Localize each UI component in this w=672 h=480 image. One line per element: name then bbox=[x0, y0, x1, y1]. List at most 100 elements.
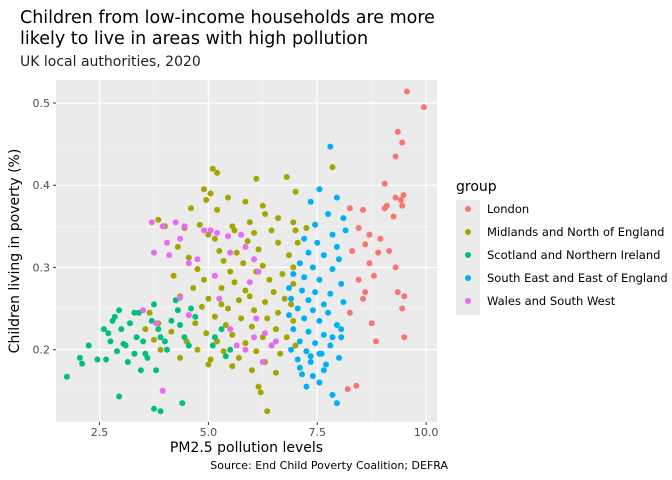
point-south-east-and-east-of-england bbox=[301, 274, 308, 281]
point-south-east-and-east-of-england bbox=[320, 301, 327, 308]
point-midlands-and-north-of-england bbox=[235, 297, 242, 304]
point-midlands-and-north-of-england bbox=[205, 361, 212, 368]
point-south-east-and-east-of-england bbox=[325, 211, 332, 217]
point-london bbox=[366, 260, 373, 267]
point-scotland-and-northern-ireland bbox=[164, 346, 170, 353]
point-midlands-and-north-of-england bbox=[155, 216, 162, 223]
point-midlands-and-north-of-england bbox=[253, 348, 260, 355]
point-midlands-and-north-of-england bbox=[238, 315, 245, 322]
point-south-east-and-east-of-england bbox=[312, 340, 319, 347]
point-south-east-and-east-of-england bbox=[316, 186, 323, 193]
major-gridlines bbox=[56, 80, 437, 422]
point-midlands-and-north-of-england bbox=[242, 287, 249, 294]
point-midlands-and-north-of-england bbox=[242, 198, 249, 205]
point-london bbox=[390, 213, 397, 220]
point-wales-and-south-west bbox=[207, 227, 214, 234]
point-london bbox=[401, 293, 408, 300]
legend-key-south-east-and-east-of-england bbox=[465, 275, 471, 281]
point-south-east-and-east-of-england bbox=[333, 243, 340, 250]
point-midlands-and-north-of-england bbox=[205, 295, 212, 302]
point-london bbox=[399, 139, 406, 146]
point-scotland-and-northern-ireland bbox=[177, 322, 184, 328]
point-midlands-and-north-of-england bbox=[203, 197, 210, 203]
point-midlands-and-north-of-england bbox=[225, 305, 231, 312]
y-tick-label: 0.4 bbox=[33, 179, 51, 192]
point-scotland-and-northern-ireland bbox=[103, 356, 110, 363]
point-midlands-and-north-of-england bbox=[248, 367, 255, 374]
point-wales-and-south-west bbox=[255, 268, 262, 275]
point-midlands-and-north-of-england bbox=[255, 383, 262, 390]
point-south-east-and-east-of-england bbox=[336, 256, 342, 263]
point-wales-and-south-west bbox=[185, 312, 192, 319]
point-wales-and-south-west bbox=[148, 219, 155, 226]
point-south-east-and-east-of-england bbox=[305, 249, 312, 256]
legend-key-midlands-and-north-of-england bbox=[465, 229, 471, 235]
point-london bbox=[355, 276, 362, 283]
point-south-east-and-east-of-england bbox=[303, 383, 310, 390]
point-wales-and-south-west bbox=[259, 359, 266, 365]
point-scotland-and-northern-ireland bbox=[144, 354, 151, 361]
legend-label-midlands-and-north-of-england: Midlands and North of England bbox=[487, 225, 664, 239]
point-south-east-and-east-of-england bbox=[309, 264, 316, 271]
point-midlands-and-north-of-england bbox=[190, 285, 197, 291]
point-midlands-and-north-of-england bbox=[201, 186, 207, 193]
y-axis: 0.2 0.3 0.4 0.5 bbox=[33, 97, 56, 357]
y-tick-label: 0.5 bbox=[33, 97, 51, 110]
point-midlands-and-north-of-england bbox=[275, 215, 282, 222]
point-london bbox=[381, 205, 388, 212]
point-scotland-and-northern-ireland bbox=[107, 338, 114, 345]
point-scotland-and-northern-ireland bbox=[168, 317, 175, 324]
point-midlands-and-north-of-england bbox=[157, 346, 164, 353]
chart-title: Children from low-income households are … bbox=[20, 8, 435, 49]
point-wales-and-south-west bbox=[272, 338, 279, 345]
point-scotland-and-northern-ireland bbox=[151, 405, 157, 412]
point-midlands-and-north-of-england bbox=[214, 206, 221, 213]
point-south-east-and-east-of-england bbox=[325, 309, 332, 316]
point-london bbox=[392, 194, 399, 201]
point-london bbox=[346, 309, 353, 316]
point-midlands-and-north-of-england bbox=[272, 326, 279, 333]
point-south-east-and-east-of-england bbox=[327, 290, 334, 297]
x-axis-title: PM2.5 pollution levels bbox=[170, 440, 323, 456]
point-south-east-and-east-of-england bbox=[301, 315, 308, 322]
point-london bbox=[377, 235, 384, 242]
point-south-east-and-east-of-england bbox=[294, 305, 301, 312]
point-south-east-and-east-of-england bbox=[288, 346, 295, 353]
point-london bbox=[370, 272, 377, 279]
point-midlands-and-north-of-england bbox=[177, 354, 184, 361]
point-midlands-and-north-of-england bbox=[222, 322, 229, 328]
point-wales-and-south-west bbox=[242, 346, 249, 353]
point-south-east-and-east-of-england bbox=[296, 260, 303, 267]
point-midlands-and-north-of-england bbox=[264, 408, 271, 415]
legend-label-south-east-and-east-of-england: South East and East of England bbox=[487, 271, 668, 285]
point-midlands-and-north-of-england bbox=[246, 293, 253, 300]
point-midlands-and-north-of-england bbox=[281, 295, 288, 302]
point-south-east-and-east-of-england bbox=[342, 227, 349, 234]
point-scotland-and-northern-ireland bbox=[100, 326, 107, 333]
point-london bbox=[394, 128, 401, 135]
point-south-east-and-east-of-england bbox=[338, 334, 345, 341]
point-midlands-and-north-of-england bbox=[168, 328, 175, 335]
point-london bbox=[399, 305, 406, 312]
plot-panel bbox=[56, 80, 437, 422]
point-wales-and-south-west bbox=[225, 233, 231, 240]
point-south-east-and-east-of-england bbox=[296, 338, 303, 345]
chart-title-line-1: Children from low-income households are … bbox=[20, 8, 435, 28]
point-scotland-and-northern-ireland bbox=[161, 338, 168, 345]
point-south-east-and-east-of-england bbox=[316, 276, 323, 283]
point-midlands-and-north-of-england bbox=[262, 211, 268, 217]
legend-label-scotland-and-northern-ireland: Scotland and Northern Ireland bbox=[487, 248, 660, 262]
point-wales-and-south-west bbox=[211, 272, 218, 279]
point-london bbox=[397, 197, 404, 203]
point-wales-and-south-west bbox=[253, 315, 260, 322]
point-midlands-and-north-of-england bbox=[214, 169, 221, 176]
point-south-east-and-east-of-england bbox=[333, 194, 340, 201]
point-midlands-and-north-of-england bbox=[290, 219, 297, 226]
point-scotland-and-northern-ireland bbox=[124, 359, 131, 365]
point-midlands-and-north-of-england bbox=[292, 227, 299, 234]
point-midlands-and-north-of-england bbox=[257, 389, 264, 396]
point-london bbox=[420, 104, 427, 111]
point-wales-and-south-west bbox=[177, 235, 184, 242]
point-london bbox=[373, 338, 379, 345]
point-south-east-and-east-of-england bbox=[338, 326, 345, 333]
